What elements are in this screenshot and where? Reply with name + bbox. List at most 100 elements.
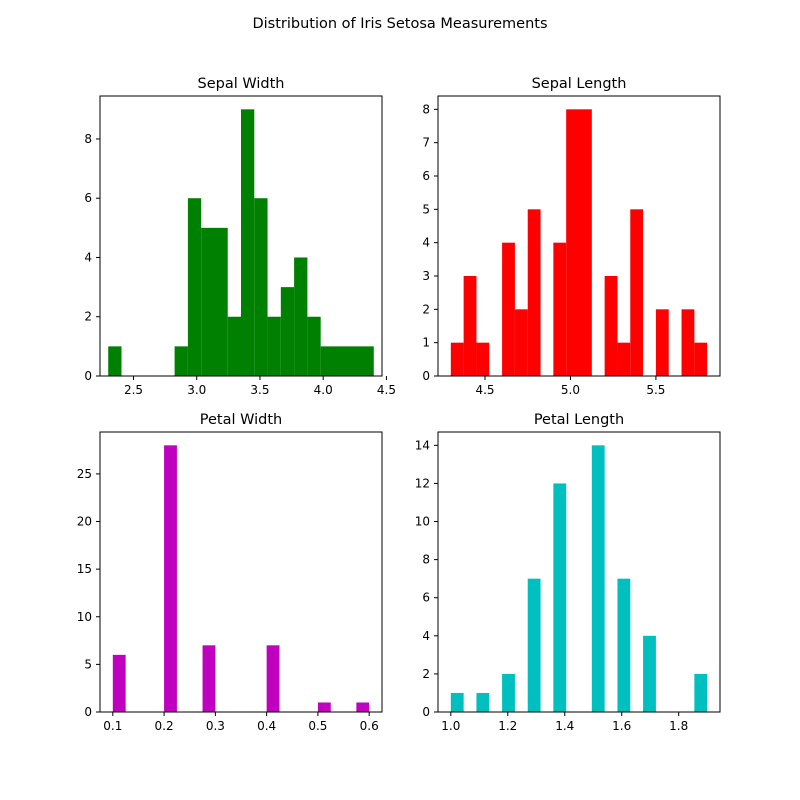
petal-length-bar xyxy=(591,445,605,712)
petal-length-xtick-label: 1.6 xyxy=(612,719,631,733)
sepal-length-xtick-label: 4.5 xyxy=(475,383,494,397)
sepal-length-bar xyxy=(450,342,464,376)
petal-width-xtick-label: 0.5 xyxy=(308,719,327,733)
petal-width-bar xyxy=(266,645,280,712)
sepal-width-bar xyxy=(307,316,321,376)
sepal-width-xtick-label: 2.5 xyxy=(124,383,143,397)
sepal-width-title: Sepal Width xyxy=(198,76,285,92)
petal-length-ytick-label: 8 xyxy=(422,553,430,567)
petal-width-panel: 0.1 0.2 0.3 0.4 0.5 0.6 0 5 10 15 20 25 Petal Width xyxy=(77,412,383,733)
petal-length-title: Petal Length xyxy=(534,412,624,428)
petal-length-bar xyxy=(617,578,631,712)
sepal-length-panel: 4.5 5.0 5.5 0 1 2 3 4 5 6 7 8 Sepal Length xyxy=(422,76,721,397)
sepal-width-bar xyxy=(241,109,255,376)
sepal-length-xtick-label: 5.5 xyxy=(646,383,665,397)
sepal-width-xtick-label: 3.5 xyxy=(250,383,269,397)
petal-length-xtick-label: 1.2 xyxy=(498,719,517,733)
petal-width-ytick-label: 0 xyxy=(84,705,92,719)
petal-length-bar xyxy=(694,673,708,712)
petal-width-title: Petal Width xyxy=(200,412,282,428)
sepal-length-ytick-label: 0 xyxy=(422,369,430,383)
petal-width-xtick-label: 0.4 xyxy=(257,719,276,733)
petal-length-bar xyxy=(527,578,541,712)
petal-length-xtick-label: 1.4 xyxy=(555,719,574,733)
sepal-length-bar xyxy=(681,309,695,376)
petal-length-ytick-label: 10 xyxy=(415,515,430,529)
petal-width-ytick-label: 20 xyxy=(77,515,92,529)
petal-width-bar xyxy=(112,654,126,712)
sepal-width-xtick-label: 4.0 xyxy=(314,383,333,397)
petal-length-ytick-label: 4 xyxy=(422,629,430,643)
sepal-length-ytick-label: 2 xyxy=(422,302,430,316)
petal-length-bar xyxy=(502,673,515,712)
sepal-width-ytick-label: 4 xyxy=(84,250,92,264)
petal-length-ytick-label: 12 xyxy=(415,476,430,490)
sepal-length-xtick-label: 5.0 xyxy=(561,383,580,397)
sepal-width-ytick-label: 8 xyxy=(84,132,92,146)
sepal-length-title: Sepal Length xyxy=(532,76,627,92)
petal-width-ytick-label: 15 xyxy=(77,562,92,576)
sepal-length-ytick-label: 1 xyxy=(422,336,430,350)
sepal-width-bar xyxy=(294,257,308,376)
petal-width-ytick-label: 10 xyxy=(77,610,92,624)
sepal-length-axes-frame xyxy=(437,95,721,377)
sepal-width-bar xyxy=(267,316,281,376)
subplot-grid: 2.5 3.0 3.5 4.0 4.5 0 2 4 6 8 Sepal Width 4.5 5.0 5.5… xyxy=(77,76,721,733)
sepal-width-bar xyxy=(280,287,295,376)
petal-length-ytick-label: 2 xyxy=(422,667,430,681)
petal-width-bar xyxy=(317,702,331,712)
sepal-length-bar xyxy=(617,342,631,376)
sepal-width-panel: 2.5 3.0 3.5 4.0 4.5 0 2 4 6 8 Sepal Width xyxy=(84,76,396,397)
sepal-length-bar xyxy=(694,342,708,376)
sepal-width-bar xyxy=(320,346,374,376)
sepal-width-xtick-label: 4.5 xyxy=(377,383,396,397)
petal-length-xtick-label: 1.8 xyxy=(669,719,688,733)
sepal-length-bar xyxy=(476,342,490,376)
petal-length-panel: 1.0 1.2 1.4 1.6 1.8 0 2 4 6 8 10 12 14 Petal Length xyxy=(415,412,721,733)
petal-length-axes-frame xyxy=(437,431,721,713)
sepal-length-ytick-label: 3 xyxy=(422,269,430,283)
petal-width-ytick-label: 25 xyxy=(77,467,92,481)
figure-title: Distribution of Iris Setosa Measurements xyxy=(252,16,547,32)
sepal-length-ytick-label: 7 xyxy=(422,136,430,150)
sepal-width-bar xyxy=(201,227,228,376)
sepal-length-ytick-label: 6 xyxy=(422,169,430,183)
petal-length-ytick-label: 14 xyxy=(415,438,430,452)
petal-length-ytick-label: 0 xyxy=(422,705,430,719)
sepal-width-bar xyxy=(187,198,202,376)
petal-width-xtick-label: 0.6 xyxy=(360,719,379,733)
sepal-length-bar xyxy=(502,242,515,376)
sepal-width-bar xyxy=(174,346,188,376)
petal-width-bar xyxy=(356,702,370,712)
petal-length-bar xyxy=(553,483,567,712)
sepal-length-bar xyxy=(527,209,541,376)
sepal-width-ytick-label: 0 xyxy=(84,369,92,383)
sepal-width-ytick-label: 6 xyxy=(84,191,92,205)
sepal-length-bar xyxy=(553,242,567,376)
petal-width-xtick-label: 0.2 xyxy=(155,719,174,733)
sepal-width-axes-frame xyxy=(99,95,383,377)
sepal-width-xtick-label: 3.0 xyxy=(187,383,206,397)
sepal-length-bar xyxy=(655,309,669,376)
petal-length-bar xyxy=(643,635,656,712)
sepal-length-ytick-label: 5 xyxy=(422,202,430,216)
sepal-width-bar xyxy=(254,198,268,376)
petal-length-bar xyxy=(450,692,464,712)
petal-width-bar xyxy=(202,645,216,712)
petal-width-ytick-label: 5 xyxy=(84,657,92,671)
sepal-length-bar xyxy=(604,276,618,376)
sepal-length-bar xyxy=(514,309,528,376)
petal-length-xtick-label: 1.0 xyxy=(441,719,460,733)
sepal-length-bar xyxy=(463,276,477,376)
petal-width-bar xyxy=(164,445,177,712)
petal-length-ytick-label: 6 xyxy=(422,591,430,605)
sepal-length-ytick-label: 4 xyxy=(422,236,430,250)
petal-length-bar xyxy=(476,692,490,712)
sepal-width-ytick-label: 2 xyxy=(84,310,92,324)
sepal-length-bar xyxy=(566,109,592,376)
sepal-length-ytick-label: 8 xyxy=(422,102,430,116)
sepal-length-bar xyxy=(630,209,644,376)
petal-width-xtick-label: 0.1 xyxy=(103,719,122,733)
